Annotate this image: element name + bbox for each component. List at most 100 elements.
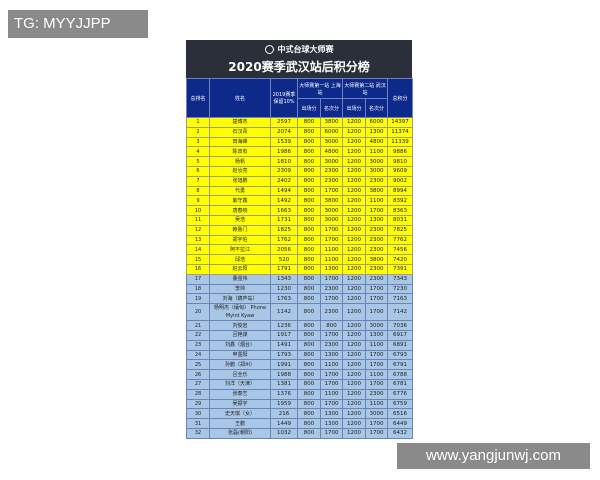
cell-rank: 17 <box>186 273 210 285</box>
cell-stage1-appear: 800 <box>297 427 321 439</box>
cell-name: 申墨阳 <box>209 349 271 361</box>
cell-stage1-appear: 800 <box>297 205 321 216</box>
cell-stage1-appear: 800 <box>297 320 321 331</box>
header-rank: 总排名 <box>186 78 210 118</box>
cell-total: 6776 <box>387 388 413 400</box>
watermark-bottom: www.yangjunwj.com <box>397 443 590 469</box>
cell-prev-season: 1236 <box>270 320 298 331</box>
table-row: 24 申墨阳 1793 800 1300 1200 1700 6793 <box>186 349 413 361</box>
cell-stage2-appear: 1200 <box>342 146 366 158</box>
cell-stage2-appear: 1200 <box>342 398 366 410</box>
board-subtitle: 中式台球大师赛 <box>277 45 334 54</box>
cell-stage2-place: 2300 <box>365 234 388 246</box>
cell-stage2-appear: 1200 <box>342 339 366 351</box>
cell-stage1-appear: 800 <box>297 244 321 256</box>
table-row: 25 孙鹏（郑州） 1991 800 1100 1200 1700 6791 <box>186 359 413 371</box>
cell-stage1-place: 800 <box>320 320 343 331</box>
cell-total: 6432 <box>387 427 413 439</box>
cell-total: 7230 <box>387 283 413 295</box>
cell-stage2-place: 1700 <box>365 205 388 216</box>
cell-prev-season: 1449 <box>270 418 298 429</box>
table-row: 28 张泰艺 1376 800 1100 1200 2300 6776 <box>186 388 413 400</box>
cell-stage2-place: 2300 <box>365 175 388 187</box>
cell-stage1-place: 1700 <box>320 398 343 410</box>
cell-stage2-appear: 1200 <box>342 388 366 400</box>
cell-prev-season: 1763 <box>270 293 298 305</box>
cell-stage2-place: 2300 <box>365 273 388 285</box>
board-title-banner: 中式台球大师赛 2020赛季武汉站后积分榜 <box>186 40 412 78</box>
cell-prev-season: 1791 <box>270 263 298 275</box>
cell-stage1-place: 1700 <box>320 329 343 341</box>
cell-stage1-appear: 800 <box>297 339 321 351</box>
cell-stage1-appear: 800 <box>297 254 321 265</box>
cell-stage1-place: 1300 <box>320 349 343 361</box>
cell-name: 郑宇伯 <box>209 234 271 246</box>
cell-stage2-appear: 1200 <box>342 254 366 265</box>
cell-prev-season: 520 <box>270 254 298 265</box>
cell-name: 孙鹏（郑州） <box>209 359 271 371</box>
cell-stage2-place: 3800 <box>365 185 388 197</box>
cell-stage1-place: 1700 <box>320 273 343 285</box>
cell-prev-season: 1793 <box>270 349 298 361</box>
cell-name: 邱浩 <box>209 254 271 265</box>
cell-total: 6788 <box>387 369 413 380</box>
cell-stage2-appear: 1200 <box>342 303 366 322</box>
cell-stage2-appear: 1200 <box>342 136 366 148</box>
cell-stage2-appear: 1200 <box>342 126 366 138</box>
cell-stage2-place: 1700 <box>365 349 388 361</box>
cell-rank: 8 <box>186 185 210 197</box>
cell-rank: 24 <box>186 349 210 361</box>
cell-stage1-place: 1100 <box>320 254 343 265</box>
cell-stage1-appear: 800 <box>297 293 321 305</box>
cell-stage2-appear: 1200 <box>342 427 366 439</box>
cell-name: 刘俊岩 <box>209 320 271 331</box>
cell-stage1-appear: 800 <box>297 378 321 390</box>
cell-stage2-place: 3000 <box>365 408 388 420</box>
table-row: 3 田海峰 1539 800 3000 1200 4800 11339 <box>186 136 413 148</box>
cell-stage2-place: 3800 <box>365 254 388 265</box>
cell-stage2-place: 2300 <box>365 263 388 275</box>
cell-stage1-place: 1700 <box>320 427 343 439</box>
cell-stage1-place: 1300 <box>320 418 343 429</box>
table-row: 29 吴振宇 1959 800 1700 1200 1100 6759 <box>186 398 413 410</box>
header-stage2-appear: 出场分 <box>342 98 366 118</box>
cell-rank: 19 <box>186 293 210 305</box>
table-row: 20 杨明杰（缅甸） Phone Myint Kyaw 1142 800 2300 120… <box>186 303 413 322</box>
cell-rank: 5 <box>186 156 210 167</box>
cell-name: 张磊(朝阳) <box>209 427 271 439</box>
cell-prev-season: 2056 <box>270 244 298 256</box>
cell-total: 6516 <box>387 408 413 420</box>
table-row: 13 郑宇伯 1762 800 1700 1200 2300 7762 <box>186 234 413 246</box>
cell-total: 7343 <box>387 273 413 285</box>
cell-stage1-place: 2300 <box>320 339 343 351</box>
header-total: 总积分 <box>387 78 413 118</box>
cell-stage2-place: 1100 <box>365 339 388 351</box>
cell-stage1-place: 3000 <box>320 156 343 167</box>
logo-icon <box>264 45 274 54</box>
cell-total: 8994 <box>387 185 413 197</box>
cell-rank: 28 <box>186 388 210 400</box>
cell-stage1-appear: 800 <box>297 224 321 236</box>
cell-stage2-appear: 1200 <box>342 293 366 305</box>
cell-prev-season: 2309 <box>270 165 298 177</box>
cell-prev-season: 1988 <box>270 369 298 380</box>
table-row: 19 刘海（葫芦岛） 1763 800 1700 1200 1700 7163 <box>186 293 413 305</box>
cell-name: 赵云阳 <box>209 263 271 275</box>
cell-name: 吕艳谋 <box>209 329 271 341</box>
cell-total: 14397 <box>387 117 413 128</box>
table-row: 16 赵云阳 1791 800 1300 1200 2300 7391 <box>186 263 413 275</box>
cell-total: 6891 <box>387 339 413 351</box>
cell-stage1-place: 4800 <box>320 146 343 158</box>
cell-prev-season: 2597 <box>270 117 298 128</box>
cell-name: 张旭鹏 <box>209 175 271 187</box>
cell-stage1-place: 1700 <box>320 185 343 197</box>
cell-stage1-appear: 800 <box>297 398 321 410</box>
cell-total: 8031 <box>387 214 413 226</box>
cell-stage1-place: 3000 <box>320 214 343 226</box>
cell-prev-season: 1032 <box>270 427 298 439</box>
cell-stage1-place: 1700 <box>320 369 343 380</box>
cell-stage1-place: 1100 <box>320 244 343 256</box>
cell-stage2-appear: 1200 <box>342 273 366 285</box>
cell-total: 6781 <box>387 378 413 390</box>
cell-total: 6791 <box>387 359 413 371</box>
